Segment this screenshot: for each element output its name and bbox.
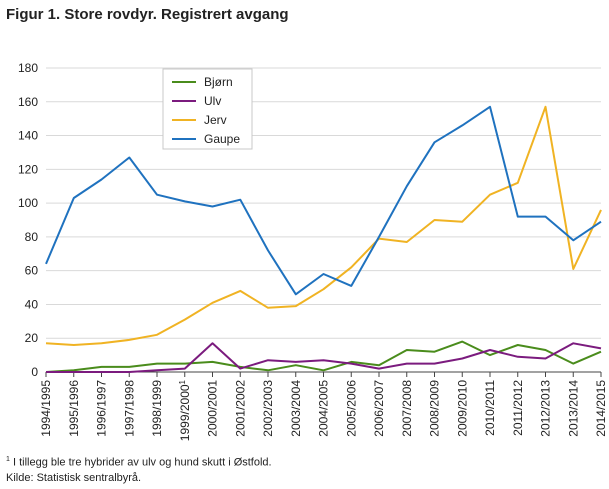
x-tick-label: 2003/2004 xyxy=(289,380,303,437)
x-tick-label: 1994/1995 xyxy=(39,380,53,437)
y-tick-labels: 0 20 40 60 80 100 120 140 160 180 xyxy=(18,61,38,379)
x-tick-label: 1997/1998 xyxy=(122,380,136,437)
x-tick-label: 2005/2006 xyxy=(344,380,358,437)
series-line-bjørn xyxy=(45,340,602,373)
x-tick-label: 2000/2001 xyxy=(206,380,220,437)
legend-label: Jerv xyxy=(204,113,227,127)
chart-title: Figur 1. Store rovdyr. Registrert avgang xyxy=(6,6,289,23)
legend-label: Bjørn xyxy=(204,75,233,89)
x-tick-label: 2014/2015 xyxy=(594,380,608,437)
x-tick-label: 2008/2009 xyxy=(428,380,442,437)
x-tick-label: 2004/2005 xyxy=(317,380,331,437)
footnote-text: I tillegg ble tre hybrider av ulv og hun… xyxy=(9,456,272,469)
x-tick-label: 2006/2007 xyxy=(372,380,386,437)
source-text: Kilde: Statistisk sentralbyrå. xyxy=(6,472,142,484)
x-tick-label: 1996/1997 xyxy=(95,380,109,437)
x-tick-label: 2012/2013 xyxy=(539,380,553,437)
gridlines xyxy=(45,67,602,377)
y-tick-label: 0 xyxy=(31,365,38,379)
y-tick-label: 60 xyxy=(25,264,39,278)
x-tick-label: 2010/2011 xyxy=(483,380,497,436)
y-tick-label: 180 xyxy=(18,61,38,75)
x-tick-label: 2009/2010 xyxy=(455,380,469,437)
x-tick-label: 2002/2003 xyxy=(261,380,275,437)
y-tick-label: 140 xyxy=(18,129,38,143)
series-line-gaupe xyxy=(45,105,602,296)
footnote: 1 I tillegg ble tre hybrider av ulv og h… xyxy=(6,456,272,469)
y-tick-label: 20 xyxy=(25,331,39,345)
x-tick-label: 2007/2008 xyxy=(400,380,414,437)
legend-label: Gaupe xyxy=(204,132,240,146)
x-tick-label: 1998/1999 xyxy=(150,380,164,437)
x-tick-note: 1 xyxy=(178,379,187,384)
x-tick-label: 2011/2012 xyxy=(511,380,525,436)
x-tick-label: 2001/2002 xyxy=(233,380,247,437)
x-tick-label: 2013/2014 xyxy=(566,380,580,437)
legend: Bjørn Ulv Jerv Gaupe xyxy=(162,68,253,150)
y-tick-label: 40 xyxy=(25,297,39,311)
y-tick-label: 100 xyxy=(18,196,38,210)
x-tick-label: 1995/1996 xyxy=(67,380,81,437)
y-tick-label: 160 xyxy=(18,95,38,109)
y-tick-label: 80 xyxy=(25,230,39,244)
series-line-ulv xyxy=(46,342,602,373)
series-lines xyxy=(45,105,602,373)
footnote-marker: 1 xyxy=(6,456,10,463)
y-tick-label: 120 xyxy=(18,162,38,176)
series-line-jerv xyxy=(45,105,602,346)
line-chart: 0 20 40 60 80 100 120 140 160 180 1994/1995 1995/1… xyxy=(18,61,608,441)
x-tick-label: 1999/20001 xyxy=(178,379,192,441)
legend-label: Ulv xyxy=(204,94,221,108)
x-tick-labels: 1994/1995 1995/1996 1996/1997 1997/1998 1998… xyxy=(39,379,608,441)
